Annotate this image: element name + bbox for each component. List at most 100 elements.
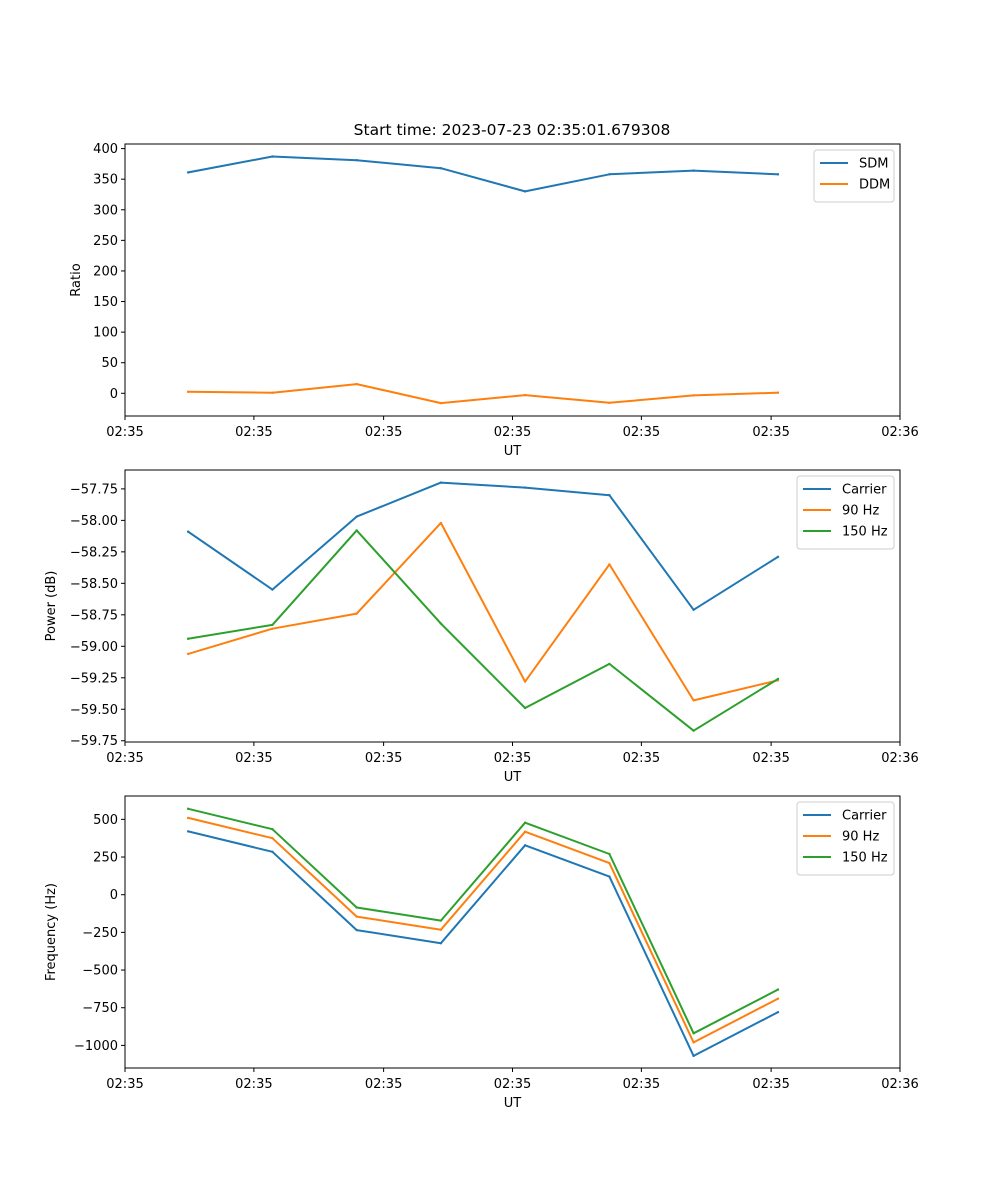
ratio-ddm-point-4 (439, 401, 443, 405)
power-90-hz-point-1 (187, 652, 190, 656)
power-ytick-label: −59.50 (70, 703, 118, 718)
power-legend-label-carrier: Carrier (842, 483, 887, 498)
frequency-90-hz-point-8 (776, 997, 780, 1000)
frequency-90-hz-point-1 (187, 816, 190, 820)
frequency-90-hz-point-6 (608, 861, 611, 865)
ratio-xtick-label: 02:36 (881, 425, 918, 440)
frequency-ytick-label: −250 (82, 926, 118, 941)
power-legend-label-150-hz: 150 Hz (842, 525, 888, 540)
ratio-ylabel: Ratio (69, 263, 84, 296)
power-carrier-point-6 (608, 494, 611, 497)
frequency-90-hz-point-4 (439, 928, 443, 931)
frequency-xtick-label: 02:36 (881, 1077, 918, 1092)
frequency-legend-label-90-hz: 90 Hz (842, 830, 879, 845)
power-xlabel: UT (504, 770, 522, 785)
frequency-series-90-hz-line (186, 816, 780, 1044)
frequency-carrier-point-6 (608, 875, 611, 878)
frequency-xtick-label: 02:35 (494, 1077, 531, 1092)
power-90-hz-point-4 (439, 521, 443, 525)
power-ytick-label: −58.50 (70, 577, 118, 592)
power-subplot: −59.75 −59.50 −59.25 −59.00 −58.75 −58.50 −58.… (44, 469, 919, 785)
frequency-xtick-label: 02:35 (235, 1077, 272, 1092)
ratio-ddm-point-1 (187, 390, 190, 393)
power-90-hz-point-5 (523, 680, 527, 683)
frequency-subplot: −1000 −750 −500 −250 0 250 500 02:35 02:35 02:35 0… (44, 795, 919, 1111)
ratio-xtick-label: 02:35 (623, 425, 660, 440)
ratio-ytick-label: 300 (93, 203, 118, 218)
ratio-xtick-label: 02:35 (365, 425, 402, 440)
ratio-xtick-label: 02:35 (494, 425, 531, 440)
figure-title: Start time: 2023-07-23 02:35:01.679308 (354, 121, 671, 139)
power-xtick-label: 02:35 (365, 751, 402, 766)
power-90-hz-point-6 (608, 563, 611, 566)
power-xtick-label: 02:36 (881, 751, 918, 766)
ratio-ddm-point-6 (608, 401, 611, 404)
ratio-sdm-point-4 (439, 167, 443, 170)
ratio-series-sdm-line (187, 155, 779, 193)
power-90-hz-point-7 (692, 699, 695, 702)
power-series-90-hz-line (186, 521, 780, 702)
ratio-sdm-point-3 (355, 159, 358, 162)
power-carrier-point-7 (692, 608, 695, 611)
ratio-series-ddm-line (187, 383, 779, 405)
ratio-legend-label-ddm: DDM (859, 178, 890, 193)
ratio-ytick-label: 400 (93, 142, 118, 157)
power-series-carrier-line (186, 481, 780, 611)
ratio-ytick-label: 250 (93, 234, 118, 249)
frequency-ytick-label: −500 (82, 964, 118, 979)
power-xtick-label: 02:35 (494, 751, 531, 766)
frequency-series-150-hz-line (186, 807, 780, 1035)
frequency-ytick-label: 500 (93, 813, 118, 828)
power-xtick-label: 02:35 (752, 751, 789, 766)
ratio-legend-label-sdm: SDM (859, 157, 888, 172)
frequency-carrier-point-4 (439, 942, 443, 945)
power-ylabel: Power (dB) (44, 571, 59, 642)
power-ytick-label: −59.75 (70, 734, 118, 749)
frequency-90-hz-point-3 (355, 915, 358, 918)
frequency-series-carrier-line (186, 830, 780, 1057)
power-90-hz-point-3 (355, 612, 358, 615)
power-150-hz-point-4 (439, 622, 443, 625)
frequency-ytick-label: 0 (110, 888, 118, 903)
power-150-hz-point-7 (692, 729, 695, 732)
frequency-ytick-label: −750 (82, 1001, 118, 1016)
frequency-xtick-label: 02:35 (623, 1077, 660, 1092)
frequency-carrier-point-3 (355, 928, 358, 932)
frequency-carrier-point-5 (523, 844, 527, 847)
ratio-ddm-point-7 (692, 394, 695, 397)
frequency-150-hz-point-3 (355, 906, 358, 909)
power-150-hz-point-2 (271, 623, 274, 627)
ratio-sdm-point-7 (692, 169, 695, 172)
ratio-xtick-label: 02:35 (752, 425, 789, 440)
power-carrier-point-1 (187, 530, 190, 533)
frequency-legend-label-carrier: Carrier (842, 809, 887, 824)
power-ytick-label: −59.25 (70, 671, 118, 686)
power-xtick-label: 02:35 (106, 751, 143, 766)
power-carrier-point-3 (355, 515, 358, 518)
ratio-xtick-label: 02:35 (235, 425, 272, 440)
frequency-ylabel: Frequency (Hz) (44, 883, 59, 981)
power-carrier-point-5 (523, 486, 527, 489)
ratio-ddm-point-2 (271, 391, 274, 394)
ratio-ddm-point-5 (523, 393, 527, 397)
ratio-ytick-label: 200 (93, 264, 118, 279)
ratio-xlabel: UT (504, 444, 522, 459)
frequency-90-hz-point-7 (692, 1041, 695, 1044)
frequency-xtick-label: 02:35 (752, 1077, 789, 1092)
frequency-150-hz-point-6 (608, 852, 611, 856)
ratio-legend: SDM DDM (813, 149, 895, 203)
ratio-ytick-label: 350 (93, 173, 118, 188)
power-150-hz-point-8 (776, 677, 780, 681)
power-150-hz-point-3 (355, 529, 358, 532)
ratio-ddm-point-3 (355, 382, 358, 386)
ratio-xtick-label: 02:35 (106, 425, 143, 440)
frequency-xtick-label: 02:35 (365, 1077, 402, 1092)
power-xtick-label: 02:35 (623, 751, 660, 766)
power-ytick-label: −59.00 (70, 640, 118, 655)
frequency-150-hz-point-2 (271, 828, 274, 831)
power-legend-label-90-hz: 90 Hz (842, 504, 879, 519)
power-xtick-label: 02:35 (235, 751, 272, 766)
power-carrier-point-8 (776, 555, 780, 559)
frequency-90-hz-point-2 (271, 837, 274, 840)
power-150-hz-point-5 (523, 706, 527, 710)
